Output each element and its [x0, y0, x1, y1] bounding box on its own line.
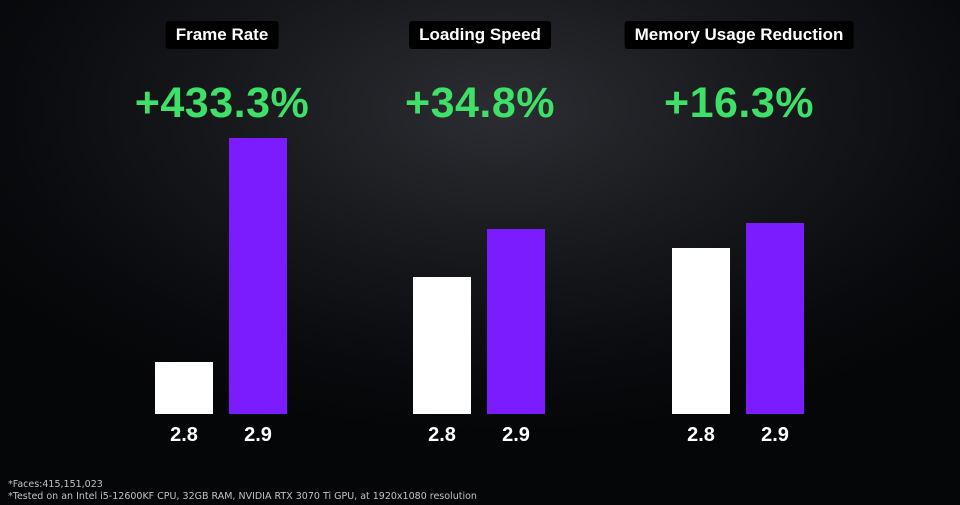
- version-label: 2.8: [687, 424, 715, 446]
- bar-2-8: [413, 277, 471, 414]
- version-label: 2.8: [170, 424, 198, 446]
- percent-change: +16.3%: [663, 79, 815, 127]
- chart-title: Frame Rate: [165, 21, 279, 49]
- bar-2-9: [746, 223, 804, 414]
- bar-2-8: [672, 248, 730, 414]
- version-label: 2.9: [761, 424, 789, 446]
- bar-2-9: [229, 138, 287, 414]
- percent-change: +34.8%: [404, 79, 556, 127]
- bar-2-9: [487, 229, 545, 414]
- version-label: 2.9: [502, 424, 530, 446]
- footnote-test-setup: *Tested on an Intel i5-12600KF CPU, 32GB…: [8, 491, 477, 502]
- chart-frame-rate: Frame Rate +433.3% 2.8 2.9: [102, 0, 342, 460]
- bar-2-8: [155, 362, 213, 414]
- version-label: 2.9: [244, 424, 272, 446]
- chart-memory-usage-reduction: Memory Usage Reduction +16.3% 2.8 2.9: [619, 0, 859, 460]
- chart-title: Memory Usage Reduction: [624, 21, 854, 49]
- chart-loading-speed: Loading Speed +34.8% 2.8 2.9: [360, 0, 600, 460]
- footnotes: *Faces:415,151,023 *Tested on an Intel i…: [8, 479, 477, 503]
- version-label: 2.8: [428, 424, 456, 446]
- chart-title: Loading Speed: [409, 21, 551, 49]
- percent-change: +433.3%: [134, 79, 310, 127]
- footnote-faces: *Faces:415,151,023: [8, 479, 103, 490]
